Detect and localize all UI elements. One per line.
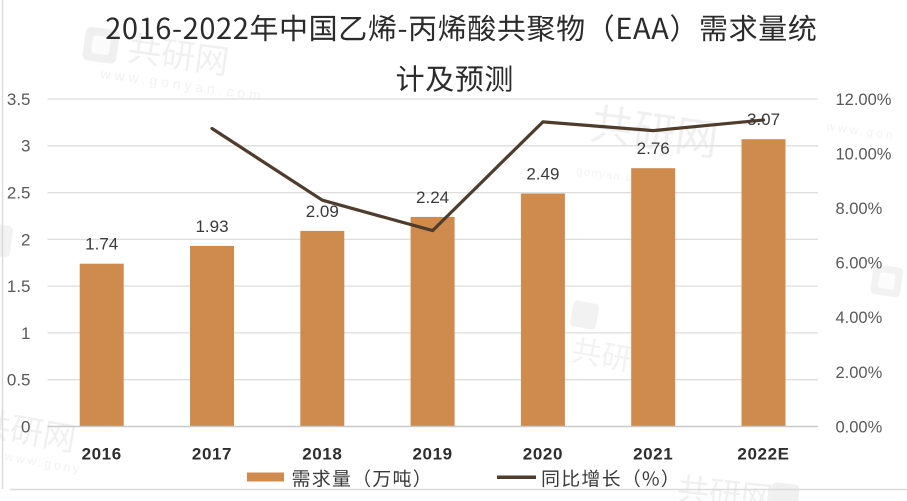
svg-text:1.5: 1.5 [7, 277, 31, 296]
svg-text:2019: 2019 [412, 445, 452, 464]
svg-text:3: 3 [21, 137, 30, 156]
svg-text:2020: 2020 [523, 445, 563, 464]
svg-text:2021: 2021 [633, 445, 673, 464]
svg-text:12.00%: 12.00% [836, 91, 892, 109]
svg-text:2.09: 2.09 [306, 202, 339, 221]
svg-text:0: 0 [21, 417, 30, 436]
svg-text:8.00%: 8.00% [836, 200, 883, 218]
svg-text:6.00%: 6.00% [836, 255, 883, 273]
svg-text:3.5: 3.5 [7, 90, 31, 109]
svg-text:0.00%: 0.00% [836, 418, 883, 436]
svg-text:2018: 2018 [302, 445, 342, 464]
svg-text:1: 1 [21, 324, 30, 343]
svg-text:2.24: 2.24 [416, 188, 449, 207]
svg-text:2.76: 2.76 [637, 139, 670, 158]
svg-text:2.00%: 2.00% [836, 364, 883, 382]
svg-text:3.07: 3.07 [747, 110, 780, 129]
svg-text:2: 2 [21, 230, 30, 249]
svg-text:2017: 2017 [192, 445, 232, 464]
svg-text:1.93: 1.93 [195, 217, 228, 236]
svg-text:2016: 2016 [82, 445, 122, 464]
svg-text:0.5: 0.5 [7, 371, 31, 390]
svg-text:2.5: 2.5 [7, 184, 31, 203]
svg-text:2022E: 2022E [737, 445, 789, 464]
svg-text:1.74: 1.74 [85, 235, 118, 254]
svg-text:10.00%: 10.00% [836, 146, 892, 164]
svg-text:4.00%: 4.00% [836, 309, 883, 327]
svg-text:2.49: 2.49 [526, 165, 559, 184]
